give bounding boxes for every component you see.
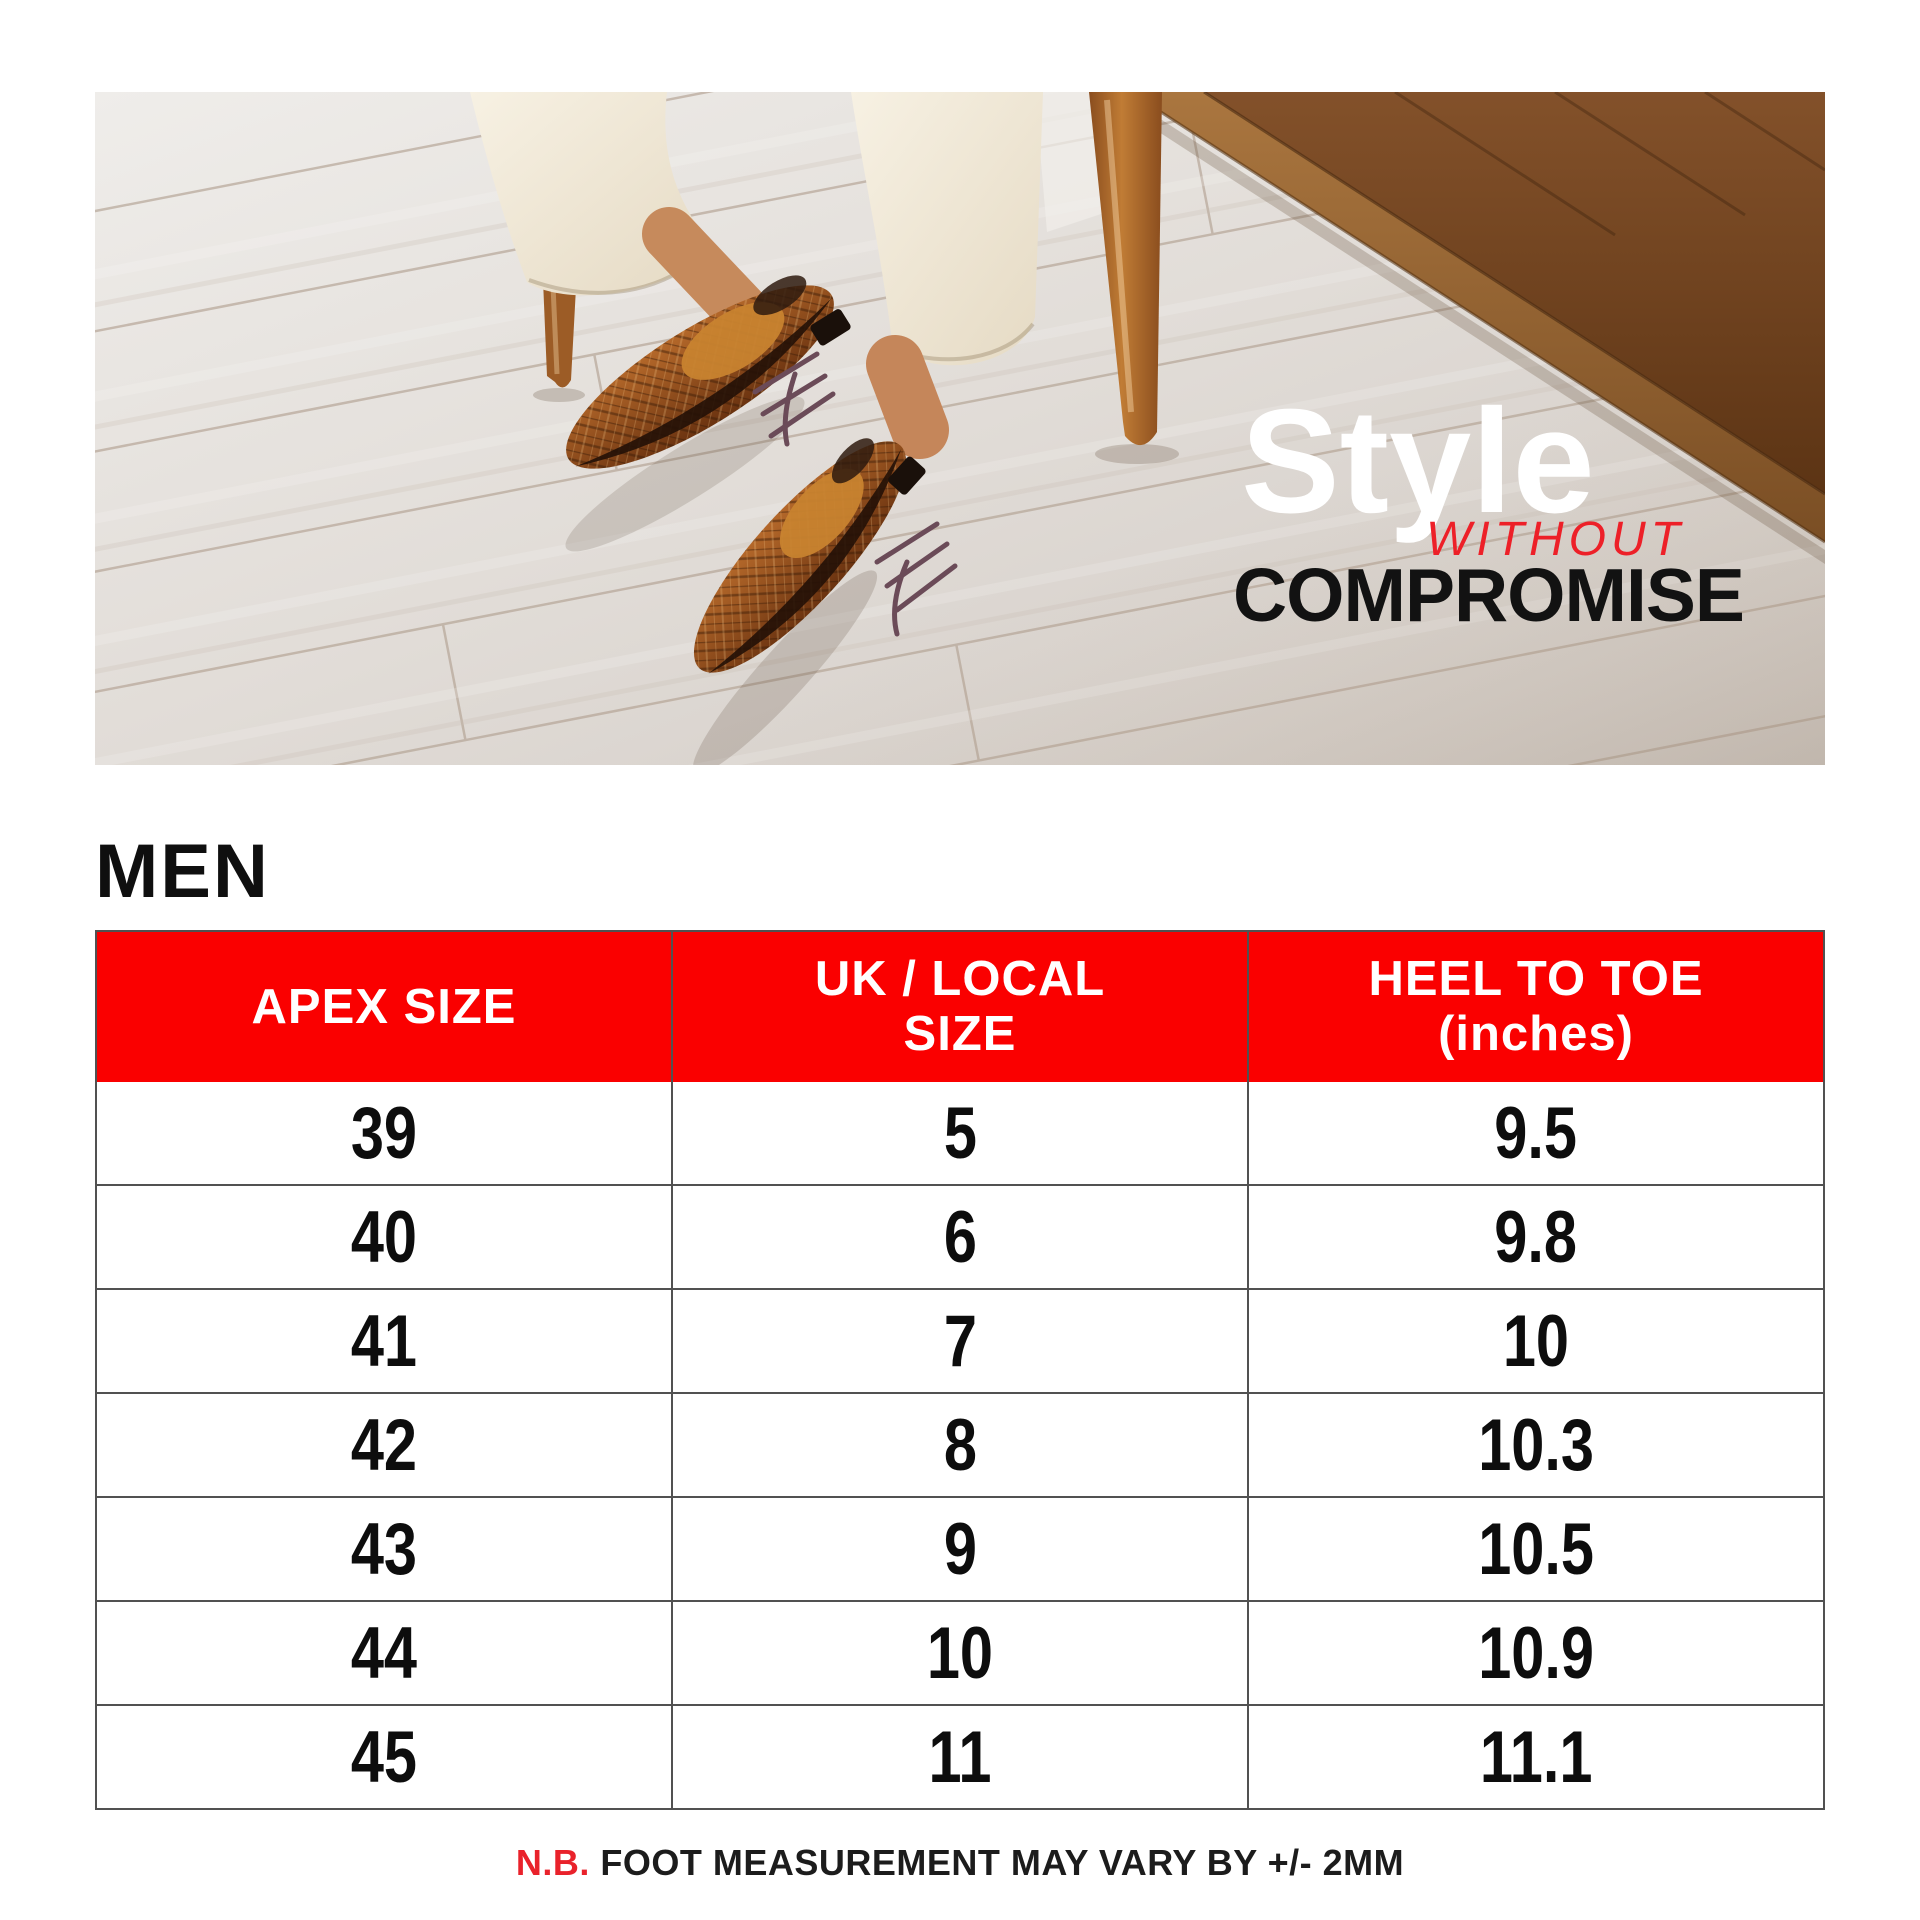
wood-cabinet — [1125, 92, 1825, 564]
cell-value: 41 — [350, 1300, 418, 1382]
footnote: N.B. FOOT MEASUREMENT MAY VARY BY +/- 2M… — [0, 1842, 1920, 1884]
cell-value: 5 — [943, 1092, 977, 1174]
ankle-crossed — [642, 207, 768, 337]
table-row: 42 8 10.3 — [97, 1392, 1823, 1496]
table-cell: 8 — [671, 1394, 1247, 1496]
cell-value: 10.3 — [1478, 1404, 1594, 1486]
hero-headline: Style WITHOUT COMPROMISE — [1233, 92, 1745, 765]
cell-value: 10 — [926, 1612, 994, 1694]
table-cell: 11.1 — [1247, 1706, 1823, 1808]
header-heel-to-toe: HEEL TO TOE (inches) — [1247, 932, 1823, 1082]
cell-value: 9.8 — [1494, 1196, 1578, 1278]
size-table: APEX SIZE UK / LOCAL SIZE HEEL TO TOE (i… — [95, 930, 1825, 1810]
section-title-men: MEN — [95, 829, 270, 914]
table-cell: 9 — [671, 1498, 1247, 1600]
cell-value: 40 — [350, 1196, 418, 1278]
cell-value: 43 — [350, 1508, 418, 1590]
cell-value: 42 — [350, 1404, 418, 1486]
table-cell: 6 — [671, 1186, 1247, 1288]
table-cell: 10 — [671, 1602, 1247, 1704]
table-cell: 10 — [1247, 1290, 1823, 1392]
size-table-header-row: APEX SIZE UK / LOCAL SIZE HEEL TO TOE (i… — [97, 932, 1823, 1082]
table-cell: 11 — [671, 1706, 1247, 1808]
table-row: 39 5 9.5 — [97, 1082, 1823, 1184]
cell-value: 10.9 — [1478, 1612, 1594, 1694]
cell-value: 7 — [943, 1300, 977, 1382]
header-uk-local-size: UK / LOCAL SIZE — [671, 932, 1247, 1082]
table-cell: 42 — [97, 1394, 671, 1496]
table-cell: 39 — [97, 1082, 671, 1184]
footnote-text: FOOT MEASUREMENT MAY VARY BY +/- 2MM — [589, 1842, 1405, 1883]
table-cell: 5 — [671, 1082, 1247, 1184]
header-line: HEEL TO TOE — [1368, 952, 1704, 1007]
table-row: 44 10 10.9 — [97, 1600, 1823, 1704]
table-cell: 10.3 — [1247, 1394, 1823, 1496]
ankle-right — [866, 335, 949, 459]
laces-front — [874, 521, 958, 637]
table-cell: 44 — [97, 1602, 671, 1704]
header-line: APEX SIZE — [251, 979, 517, 1034]
table-cell: 7 — [671, 1290, 1247, 1392]
hero-photo-illustration — [95, 92, 1825, 765]
headline-style: Style — [1241, 379, 1595, 544]
cell-value: 10 — [1502, 1300, 1570, 1382]
footnote-nb-prefix: N.B. — [515, 1842, 590, 1883]
table-cell: 40 — [97, 1186, 671, 1288]
chair-leg-right — [1089, 92, 1179, 464]
table-row: 40 6 9.8 — [97, 1184, 1823, 1288]
table-row: 45 11 11.1 — [97, 1704, 1823, 1808]
table-cell: 43 — [97, 1498, 671, 1600]
headline-without: WITHOUT — [1426, 513, 1685, 566]
shoe-front — [692, 438, 958, 765]
cell-value: 11.1 — [1479, 1716, 1593, 1798]
table-cell: 45 — [97, 1706, 671, 1808]
table-row: 43 9 10.5 — [97, 1496, 1823, 1600]
header-line: SIZE — [903, 1007, 1017, 1061]
table-cell: 9.5 — [1247, 1082, 1823, 1184]
cell-value: 39 — [350, 1092, 418, 1174]
header-line: (inches) — [1438, 1007, 1634, 1061]
cell-value: 9 — [943, 1508, 977, 1590]
table-cell: 9.8 — [1247, 1186, 1823, 1288]
table-cell: 41 — [97, 1290, 671, 1392]
cell-value: 45 — [350, 1716, 418, 1798]
table-cell: 10.9 — [1247, 1602, 1823, 1704]
header-line: UK / LOCAL — [814, 952, 1106, 1007]
hero-photo: Style WITHOUT COMPROMISE — [95, 92, 1825, 765]
table-cell: 10.5 — [1247, 1498, 1823, 1600]
cell-value: 6 — [943, 1196, 977, 1278]
header-apex-size: APEX SIZE — [97, 932, 671, 1082]
shoe-upper — [565, 275, 851, 552]
cell-value: 11 — [928, 1716, 992, 1798]
headline-compromise: COMPROMISE — [1233, 553, 1745, 637]
cell-value: 8 — [943, 1404, 977, 1486]
table-row: 41 7 10 — [97, 1288, 1823, 1392]
cell-value: 9.5 — [1494, 1092, 1578, 1174]
laces-upper — [752, 351, 836, 447]
cell-value: 44 — [350, 1612, 418, 1694]
wall-sliver — [1035, 92, 1107, 232]
cell-value: 10.5 — [1478, 1508, 1594, 1590]
